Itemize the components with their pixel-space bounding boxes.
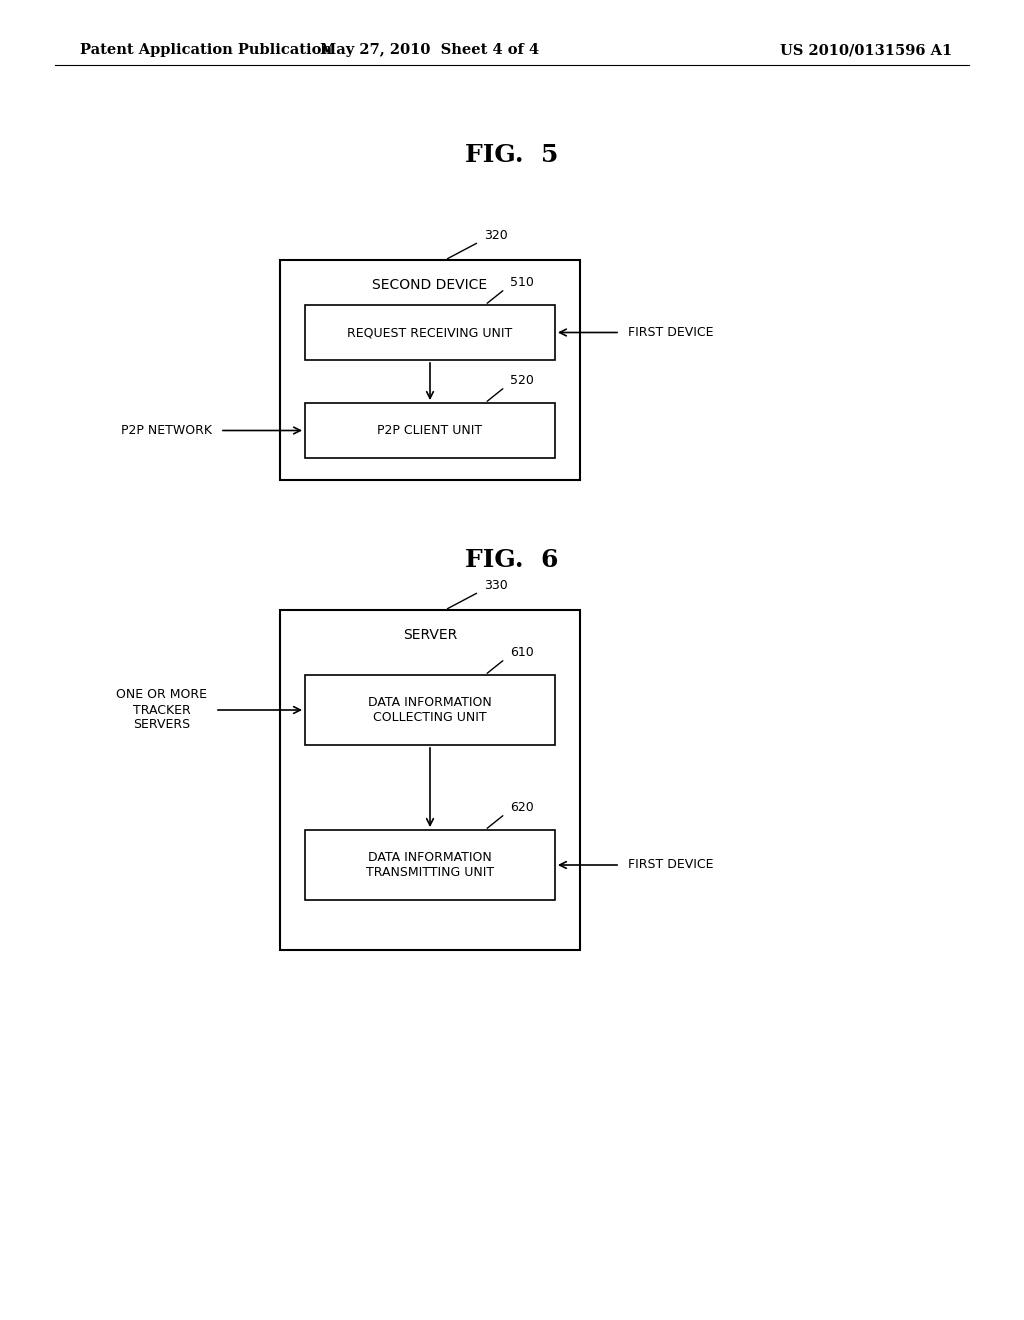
Text: FIG.  5: FIG. 5 bbox=[465, 143, 559, 168]
Text: REQUEST RECEIVING UNIT: REQUEST RECEIVING UNIT bbox=[347, 326, 513, 339]
Text: FIRST DEVICE: FIRST DEVICE bbox=[628, 326, 714, 339]
Text: DATA INFORMATION
TRANSMITTING UNIT: DATA INFORMATION TRANSMITTING UNIT bbox=[366, 851, 494, 879]
Bar bbox=[280, 610, 580, 950]
Text: P2P NETWORK: P2P NETWORK bbox=[121, 424, 212, 437]
Text: DATA INFORMATION
COLLECTING UNIT: DATA INFORMATION COLLECTING UNIT bbox=[368, 696, 492, 723]
Text: FIRST DEVICE: FIRST DEVICE bbox=[628, 858, 714, 871]
Text: P2P CLIENT UNIT: P2P CLIENT UNIT bbox=[378, 424, 482, 437]
Bar bbox=[305, 305, 555, 360]
Text: 320: 320 bbox=[484, 228, 508, 242]
Text: ONE OR MORE
TRACKER
SERVERS: ONE OR MORE TRACKER SERVERS bbox=[116, 689, 207, 731]
Text: 520: 520 bbox=[510, 374, 534, 387]
Text: 330: 330 bbox=[484, 579, 508, 591]
Bar bbox=[305, 403, 555, 458]
Bar bbox=[305, 675, 555, 744]
Text: 620: 620 bbox=[510, 801, 534, 814]
Text: SECOND DEVICE: SECOND DEVICE bbox=[373, 279, 487, 292]
Text: Patent Application Publication: Patent Application Publication bbox=[80, 44, 332, 57]
Text: US 2010/0131596 A1: US 2010/0131596 A1 bbox=[780, 44, 952, 57]
Text: May 27, 2010  Sheet 4 of 4: May 27, 2010 Sheet 4 of 4 bbox=[321, 44, 540, 57]
Bar bbox=[280, 260, 580, 480]
Text: SERVER: SERVER bbox=[402, 628, 457, 642]
Text: 610: 610 bbox=[510, 645, 534, 659]
Text: FIG.  6: FIG. 6 bbox=[465, 548, 559, 572]
Bar bbox=[305, 830, 555, 900]
Text: 510: 510 bbox=[510, 276, 534, 289]
